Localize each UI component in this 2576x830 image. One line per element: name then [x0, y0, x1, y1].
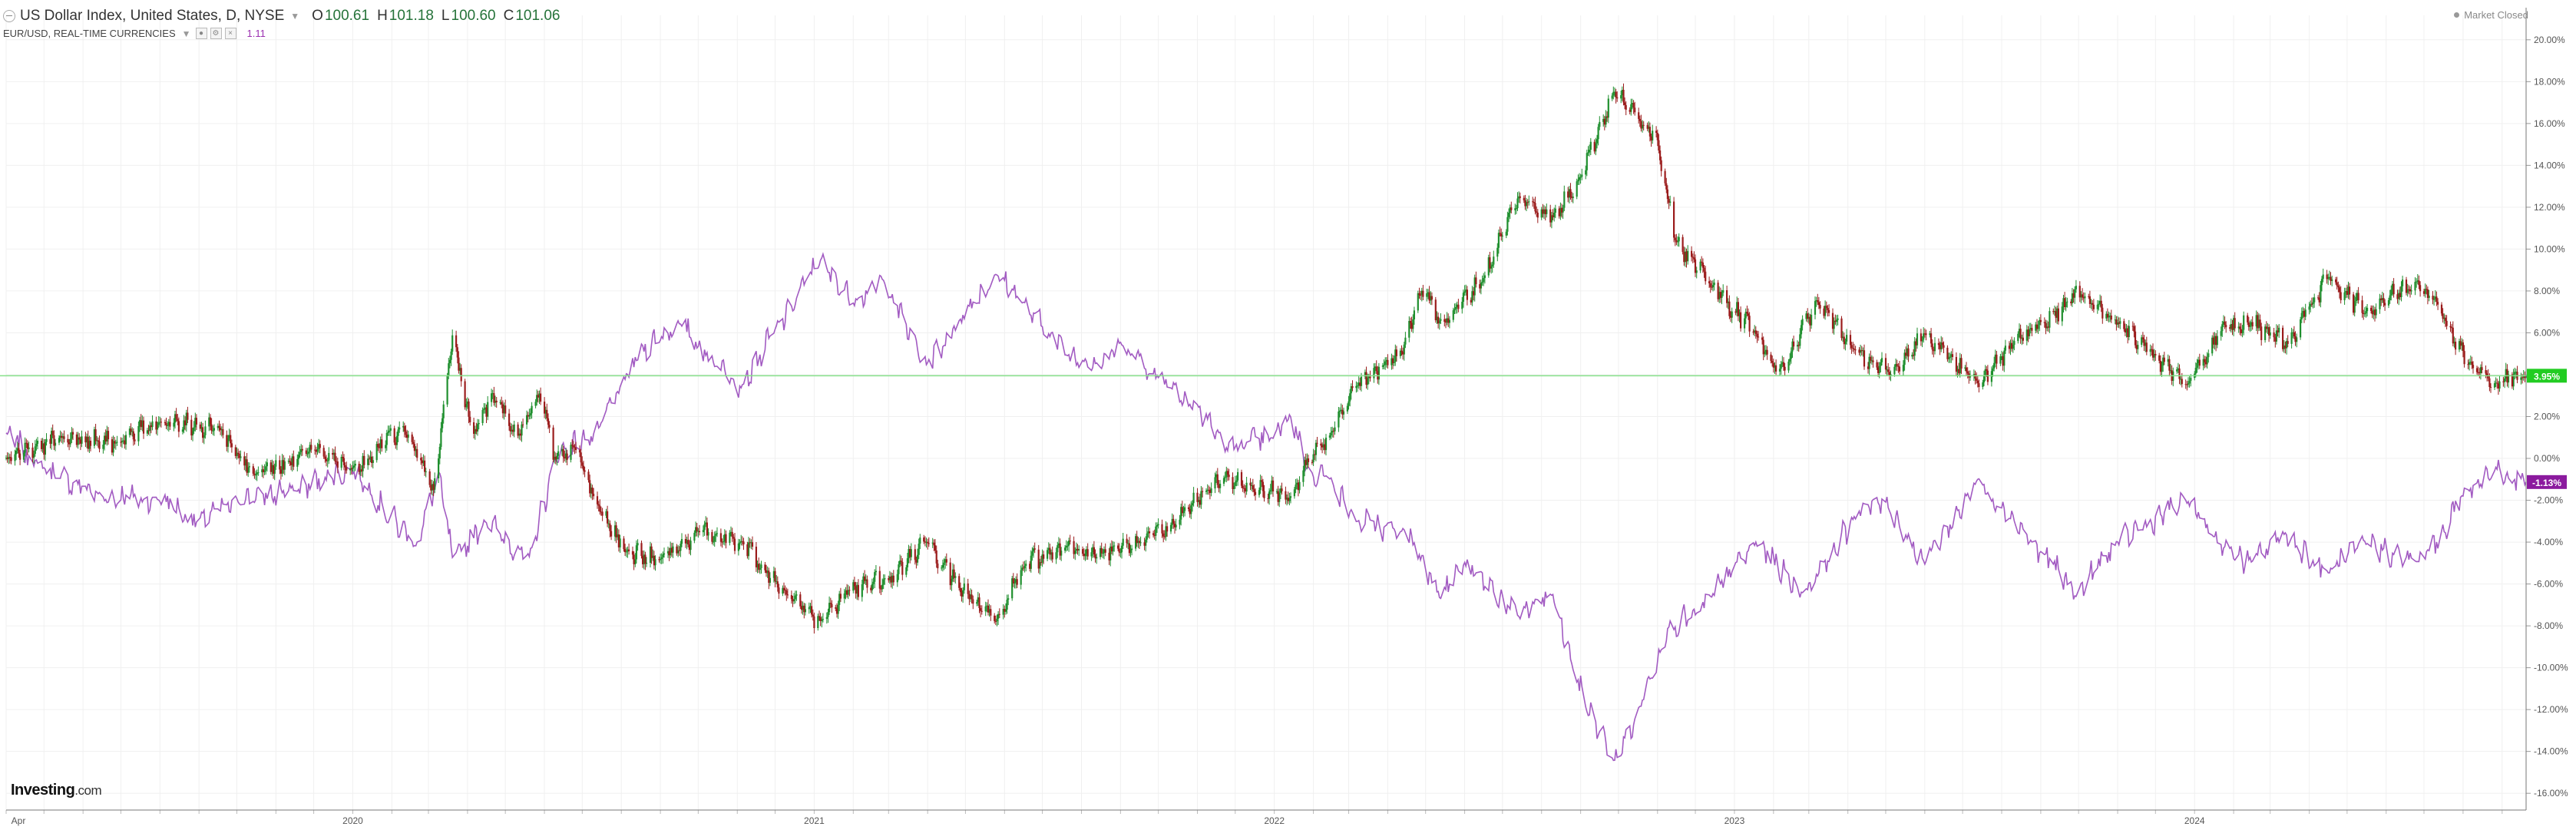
x-tick-label: 2024	[2184, 815, 2205, 826]
close-value: 101.06	[515, 8, 561, 24]
y-tick-label: -8.00%	[2534, 620, 2563, 631]
y-tick-label: 0.00%	[2534, 453, 2560, 464]
dxy-up-wicks	[5, 86, 2527, 631]
grid	[5, 15, 2526, 810]
overlay-title[interactable]: EUR/USD, REAL-TIME CURRENCIES	[3, 28, 176, 39]
y-tick-label: -10.00%	[2534, 663, 2568, 673]
y-tick-label: -12.00%	[2534, 704, 2568, 715]
y-tick-label: 16.00%	[2534, 118, 2565, 129]
x-tick-label: Apr	[12, 815, 26, 826]
dxy-down-candles[interactable]	[6, 90, 2526, 628]
settings-icon[interactable]: ⚙	[210, 28, 222, 39]
high-label: H	[377, 8, 388, 24]
y-tick-label: -16.00%	[2534, 788, 2568, 799]
y-tick-label: 12.00%	[2534, 202, 2565, 213]
eurusd-price-label-bg	[2527, 475, 2567, 489]
overlay-value: 1.11	[246, 28, 266, 39]
y-tick-label: -6.00%	[2534, 579, 2563, 590]
close-icon[interactable]: ×	[224, 28, 236, 39]
y-tick-label: 18.00%	[2534, 76, 2565, 87]
brand-suffix: .com	[74, 783, 102, 798]
y-tick-label: -4.00%	[2534, 537, 2563, 547]
y-tick-label: 10.00%	[2534, 243, 2565, 254]
collapse-icon[interactable]	[3, 10, 15, 22]
y-tick-label: 14.00%	[2534, 160, 2565, 170]
x-tick-label: 2021	[804, 815, 825, 826]
brand-logo: Investing.com	[11, 782, 102, 799]
low-label: L	[441, 8, 450, 24]
eurusd-price-label: -1.13%	[2532, 478, 2561, 488]
market-status: Market Closed	[2454, 9, 2528, 21]
x-tick-label: 2023	[1724, 815, 1745, 826]
high-value: 101.18	[389, 8, 434, 24]
y-tick-label: 6.00%	[2534, 327, 2560, 338]
market-status-text: Market Closed	[2464, 9, 2528, 21]
plot-area[interactable]	[0, 83, 2528, 762]
y-tick-label: -14.00%	[2534, 746, 2568, 757]
dxy-price-label-bg	[2527, 369, 2567, 383]
eurusd-series-line[interactable]	[5, 252, 2527, 762]
main-series-legend: US Dollar Index, United States, D, NYSE …	[3, 8, 560, 25]
axes: 20.00% 18.00% 16.00% 14.00% 12.00% 10.00% 8.00…	[5, 8, 2568, 826]
dxy-up-candles[interactable]	[5, 90, 2528, 628]
y-tick-label: 2.00%	[2534, 412, 2560, 422]
close-label: C	[503, 8, 514, 24]
y-tick-label: 8.00%	[2534, 286, 2560, 296]
visibility-toggle-icon[interactable]: ●	[195, 28, 207, 39]
y-tick-label: 20.00%	[2534, 35, 2565, 45]
x-tick-label: 2022	[1264, 815, 1285, 826]
overlay-series-legend: EUR/USD, REAL-TIME CURRENCIES ▼ ● ⚙ × 1.…	[3, 28, 266, 39]
open-label: O	[312, 8, 323, 24]
chevron-down-icon[interactable]: ▼	[290, 11, 300, 21]
dxy-price-label: 3.95%	[2534, 371, 2560, 382]
open-value: 100.61	[324, 8, 370, 24]
status-dot-icon	[2454, 12, 2460, 18]
symbol-title[interactable]: US Dollar Index, United States, D, NYSE	[20, 8, 285, 24]
x-tick-label: 2020	[342, 815, 363, 826]
y-tick-label: -2.00%	[2534, 495, 2563, 506]
dxy-down-wicks	[7, 83, 2525, 634]
brand-name: Investing	[11, 782, 75, 799]
low-value: 100.60	[451, 8, 496, 24]
chevron-down-icon[interactable]: ▼	[181, 28, 191, 39]
